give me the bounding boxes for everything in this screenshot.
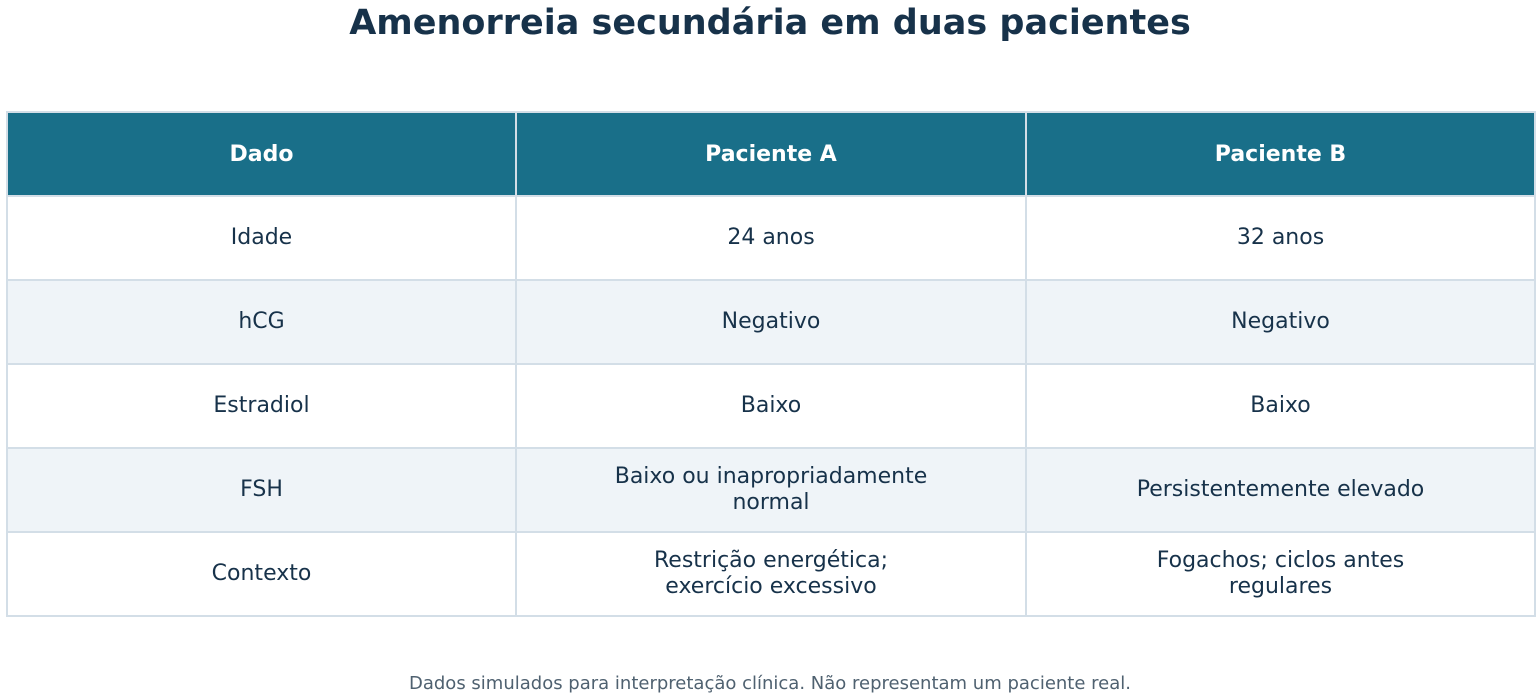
cell-text: hCG [238, 309, 285, 334]
cell-text: Baixo [740, 393, 802, 418]
table-cell: Baixo ou inapropriadamente normal [515, 447, 1027, 533]
table-cell: Estradiol [6, 363, 517, 449]
data-table: Dado Paciente A Paciente B Idade 24 anos… [6, 111, 1536, 617]
table-cell: hCG [6, 279, 517, 365]
table-cell: FSH [6, 447, 517, 533]
cell-text: Restrição energética; exercício excessiv… [653, 548, 888, 599]
cell-text: 32 anos [1236, 225, 1325, 250]
cell-text: Negativo [721, 309, 821, 334]
cell-text: Baixo [1250, 393, 1311, 418]
table-cell: Baixo [515, 363, 1027, 449]
table-cell: 32 anos [1025, 195, 1536, 281]
footnote: Dados simulados para interpretação clíni… [408, 673, 1131, 694]
cell-text: Idade [230, 225, 293, 250]
table-header-row: Dado Paciente A Paciente B [6, 111, 1536, 197]
cell-text: Persistentemente elevado [1136, 477, 1425, 502]
table-row: Estradiol Baixo Baixo [6, 363, 1536, 449]
table-cell: Negativo [515, 279, 1027, 365]
table-cell: Negativo [1025, 279, 1536, 365]
cell-text: Baixo ou inapropriadamente normal [614, 464, 928, 515]
cell-text: Contexto [211, 561, 312, 586]
column-header: Paciente B [1025, 111, 1536, 197]
table-row: hCG Negativo Negativo [6, 279, 1536, 365]
cell-text: Negativo [1231, 309, 1330, 334]
cell-text: Fogachos; ciclos antes regulares [1156, 548, 1405, 599]
table-cell: Contexto [6, 531, 517, 617]
table-row: FSH Baixo ou inapropriadamente normal Pe… [6, 447, 1536, 533]
table-cell: Restrição energética; exercício excessiv… [515, 531, 1027, 617]
table-cell: 24 anos [515, 195, 1027, 281]
table-cell: Fogachos; ciclos antes regulares [1025, 531, 1536, 617]
column-header: Paciente A [515, 111, 1027, 197]
cell-text: 24 anos [727, 225, 815, 250]
cell-text: FSH [240, 477, 283, 502]
chart-title: Amenorreia secundária em duas pacientes [349, 3, 1191, 43]
table-cell: Baixo [1025, 363, 1536, 449]
table-row: Contexto Restrição energética; exercício… [6, 531, 1536, 617]
comparison-table: Dado Paciente A Paciente B Idade 24 anos… [6, 111, 1536, 617]
column-header: Dado [6, 111, 517, 197]
table-cell: Idade [6, 195, 517, 281]
table-row: Idade 24 anos 32 anos [6, 195, 1536, 281]
table-cell: Persistentemente elevado [1025, 447, 1536, 533]
cell-text: Estradiol [213, 393, 310, 418]
